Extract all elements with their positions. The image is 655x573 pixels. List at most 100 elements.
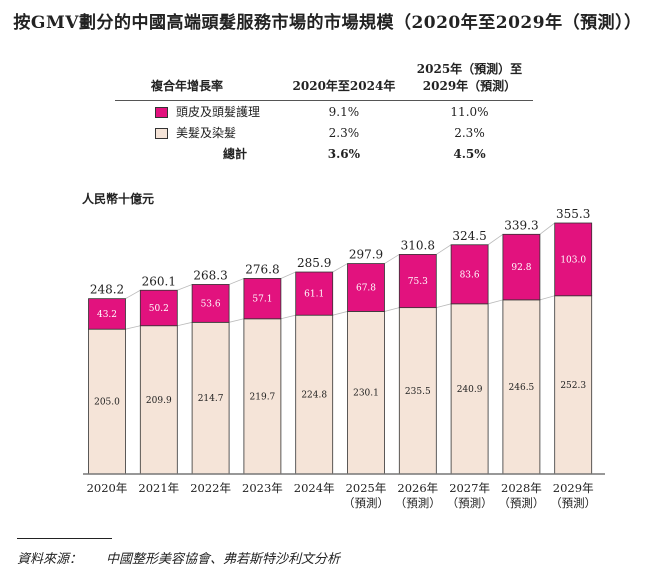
cagr-value: 11.0% (450, 104, 489, 119)
bar-styling (191, 321, 230, 475)
total-label: 總計 (223, 147, 248, 161)
x-tick-label: 2023年 (242, 481, 283, 495)
data-label-styling: 230.1 (353, 389, 379, 399)
connector-line (332, 263, 348, 273)
data-label-total: 285.9 (297, 256, 331, 270)
data-label-total: 339.3 (504, 218, 538, 232)
connector-line (436, 303, 452, 309)
data-label-scalp: 92.8 (511, 263, 531, 273)
cagr-header-period1: 2020年至2024年 (281, 58, 406, 101)
data-label-total: 297.9 (349, 248, 383, 262)
data-label-total: 310.8 (401, 238, 435, 252)
connector-line (228, 278, 245, 285)
x-tick-label: 2021年 (138, 481, 179, 495)
bar-styling (398, 307, 437, 475)
data-label-scalp: 57.1 (252, 295, 272, 305)
data-label-total: 268.3 (193, 268, 227, 282)
data-label-styling: 235.5 (405, 387, 431, 397)
data-label-styling: 246.5 (509, 383, 535, 393)
data-label-styling: 252.3 (560, 381, 586, 391)
cagr-table: 複合年增長率 2020年至2024年 2025年（預測）至 2029年（預測） … (115, 58, 533, 164)
data-label-total: 248.2 (90, 283, 124, 297)
x-tick-label: 2022年 (190, 481, 231, 495)
x-tick-label: 2027年 (449, 481, 490, 495)
bar-scalp (554, 222, 593, 297)
data-label-scalp: 50.2 (149, 304, 169, 314)
connector-line (280, 271, 296, 279)
connector-line (487, 299, 504, 305)
data-label-styling: 209.9 (146, 396, 172, 406)
table-row: 頭皮及頭髮護理 9.1% 11.0% (115, 101, 533, 123)
x-tick-label: （預測） (447, 496, 493, 510)
source-note: 資料來源： 中國整形美容協會、弗若斯特沙利文分析 (17, 548, 364, 567)
x-tick-label: 2028年 (501, 481, 542, 495)
bar-styling (139, 325, 178, 475)
legend-swatch-scalp (155, 107, 168, 118)
x-tick-label: （預測） (550, 496, 596, 510)
cagr-header-period2: 2025年（預測）至 2029年（預測） (405, 58, 533, 101)
data-label-scalp: 67.8 (356, 283, 376, 293)
connector-line (280, 314, 296, 320)
x-tick-label: （預測） (343, 496, 389, 510)
data-label-scalp: 53.6 (201, 299, 221, 309)
data-label-total: 355.3 (556, 207, 590, 221)
x-tick-label: （預測） (395, 496, 441, 510)
x-tick-label: （預測） (498, 496, 544, 510)
bar-scalp (347, 263, 385, 312)
bar-scalp (139, 289, 178, 327)
data-label-styling: 224.8 (301, 391, 327, 401)
table-row: 總計 3.6% 4.5% (115, 143, 533, 164)
connector-line (229, 318, 244, 323)
data-label-total: 260.1 (142, 274, 176, 288)
connector-line (384, 307, 400, 312)
data-label-scalp: 75.3 (408, 277, 428, 287)
bar-styling (347, 311, 385, 475)
data-label-styling: 219.7 (250, 392, 276, 402)
connector-line (177, 321, 193, 327)
legend-swatch-styling (155, 128, 168, 139)
connector-line (539, 295, 555, 301)
legend-label: 美髮及染髮 (176, 126, 237, 140)
bar-scalp (295, 271, 334, 316)
cagr-header-label: 複合年增長率 (115, 58, 282, 101)
source-label: 資料來源： (17, 552, 83, 567)
x-tick-label: 2025年 (346, 481, 387, 495)
bar-scalp (243, 278, 282, 320)
connector-line (539, 222, 555, 235)
bar-styling (88, 328, 126, 475)
connector-line (487, 233, 504, 246)
bar-scalp (191, 284, 230, 323)
connector-line (125, 325, 141, 330)
data-label-styling: 214.7 (198, 394, 224, 404)
data-label-scalp: 43.2 (97, 310, 117, 320)
connector-line (177, 284, 193, 291)
connector-line (125, 289, 141, 300)
bar-scalp (88, 298, 126, 330)
connector-line (436, 244, 452, 255)
data-label-styling: 240.9 (457, 385, 483, 395)
source-text: 中國整形美容協會、弗若斯特沙利文分析 (106, 552, 341, 567)
connector-line (332, 311, 348, 316)
x-tick-label: 2024年 (294, 481, 335, 495)
bar-styling (554, 295, 593, 475)
data-label-total: 324.5 (452, 229, 486, 243)
table-row: 美髮及染髮 2.3% 2.3% (115, 122, 533, 143)
cagr-value: 9.1% (328, 104, 360, 119)
data-label-scalp: 83.6 (460, 270, 480, 280)
data-label-styling: 205.0 (94, 398, 120, 408)
bar-scalp (450, 244, 489, 305)
data-label-total: 276.8 (245, 262, 279, 276)
source-divider (17, 538, 112, 539)
x-tick-label: 2026年 (397, 481, 438, 495)
cagr-value: 2.3% (454, 125, 485, 140)
cagr-value: 4.5% (453, 146, 486, 161)
legend-label: 頭皮及頭髮護理 (176, 105, 261, 119)
cagr-value: 2.3% (328, 125, 360, 140)
connector-line (384, 254, 400, 264)
y-axis-label: 人民幣十億元 (82, 192, 155, 206)
data-label-scalp: 61.1 (304, 290, 324, 300)
chart-title: 按GMV劃分的中國高端頭髮服務市場的市場規模（2020年至2029年（預測）） (13, 13, 642, 33)
bar-scalp (398, 254, 437, 309)
